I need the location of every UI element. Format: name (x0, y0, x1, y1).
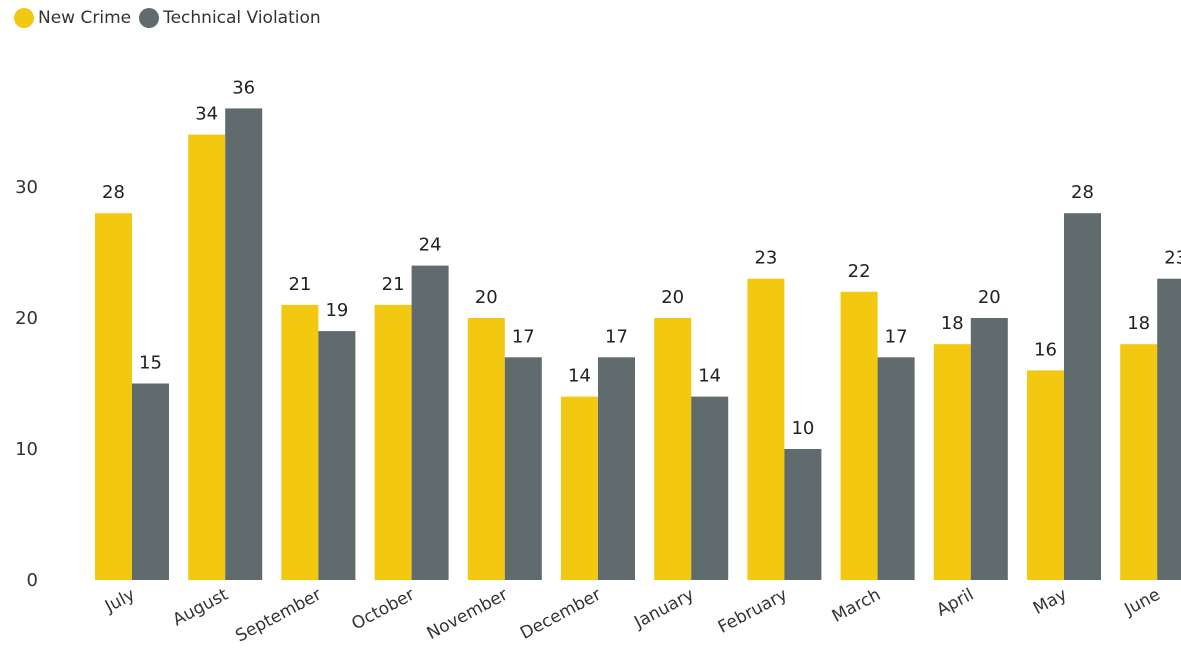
data-label: 28 (1071, 182, 1094, 203)
x-tick-label-december: December (517, 585, 604, 644)
x-tick-label-july: July (101, 585, 138, 617)
data-label: 23 (754, 248, 777, 269)
data-label: 14 (568, 366, 591, 387)
data-label: 17 (605, 326, 628, 347)
data-label: 17 (512, 326, 535, 347)
x-tick-label-august: August (170, 585, 232, 631)
bar-technical-violation-november[interactable] (504, 357, 542, 580)
y-tick-label: 30 (15, 177, 38, 198)
bar-technical-violation-june[interactable] (1157, 278, 1181, 580)
data-label: 10 (791, 418, 814, 439)
bar-technical-violation-december[interactable] (598, 357, 635, 580)
data-label: 16 (1034, 339, 1057, 360)
x-tick-label-march: March (829, 585, 884, 627)
y-tick-label: 0 (27, 570, 38, 591)
bar-technical-violation-march[interactable] (877, 357, 915, 580)
data-label: 34 (195, 104, 218, 125)
data-label: 20 (978, 287, 1001, 308)
bar-technical-violation-april[interactable] (970, 318, 1008, 580)
bar-new-crime-january[interactable] (654, 318, 692, 580)
data-label: 21 (288, 274, 311, 295)
data-label: 15 (139, 353, 162, 374)
bar-new-crime-april[interactable] (933, 344, 971, 580)
bar-new-crime-may[interactable] (1027, 370, 1064, 580)
bar-technical-violation-july[interactable] (132, 383, 169, 581)
data-label: 19 (325, 300, 348, 321)
data-label: 21 (382, 274, 405, 295)
bar-new-crime-december[interactable] (561, 396, 598, 580)
data-label: 28 (102, 182, 125, 203)
bar-new-crime-october[interactable] (374, 304, 412, 580)
x-tick-label-june: June (1121, 585, 1164, 621)
bar-technical-violation-february[interactable] (784, 449, 822, 580)
legend: New Crime Technical Violation (14, 6, 321, 30)
legend-item-technical-violation[interactable]: Technical Violation (139, 8, 321, 28)
legend-label-technical-violation: Technical Violation (163, 8, 321, 28)
data-label: 22 (848, 261, 871, 282)
x-tick-label-january: January (630, 585, 697, 633)
data-label: 36 (232, 77, 255, 98)
bar-technical-violation-september[interactable] (318, 331, 356, 580)
data-label: 17 (885, 326, 908, 347)
bar-new-crime-november[interactable] (467, 318, 505, 580)
data-label: 14 (698, 366, 721, 387)
y-tick-label: 20 (15, 308, 38, 329)
bar-new-crime-march[interactable] (840, 291, 878, 580)
data-label: 20 (475, 287, 498, 308)
bar-technical-violation-may[interactable] (1064, 213, 1101, 580)
legend-swatch-technical-violation (139, 8, 160, 28)
legend-item-new-crime[interactable]: New Crime (14, 8, 131, 28)
x-tick-label-april: April (933, 585, 977, 621)
data-label: 18 (941, 313, 964, 334)
x-tick-label-november: November (424, 585, 511, 644)
x-tick-label-february: February (715, 585, 791, 638)
data-label: 23 (1164, 248, 1181, 269)
legend-swatch-new-crime (14, 8, 34, 28)
bar-technical-violation-october[interactable] (411, 265, 449, 580)
data-label: 24 (419, 235, 442, 256)
bar-technical-violation-august[interactable] (225, 108, 263, 581)
x-tick-label-october: October (348, 585, 417, 635)
bar-technical-violation-january[interactable] (691, 396, 729, 580)
bar-new-crime-february[interactable] (747, 278, 785, 580)
legend-label-new-crime: New Crime (38, 8, 132, 28)
bar-new-crime-september[interactable] (281, 304, 319, 580)
data-label: 18 (1127, 313, 1150, 334)
bar-new-crime-july[interactable] (95, 213, 132, 580)
bar-new-crime-june[interactable] (1120, 344, 1158, 580)
y-tick-label: 10 (15, 439, 38, 460)
data-label: 20 (661, 287, 684, 308)
bar-new-crime-august[interactable] (188, 134, 226, 580)
x-tick-label-may: May (1030, 585, 1070, 619)
x-tick-label-september: September (232, 585, 324, 647)
